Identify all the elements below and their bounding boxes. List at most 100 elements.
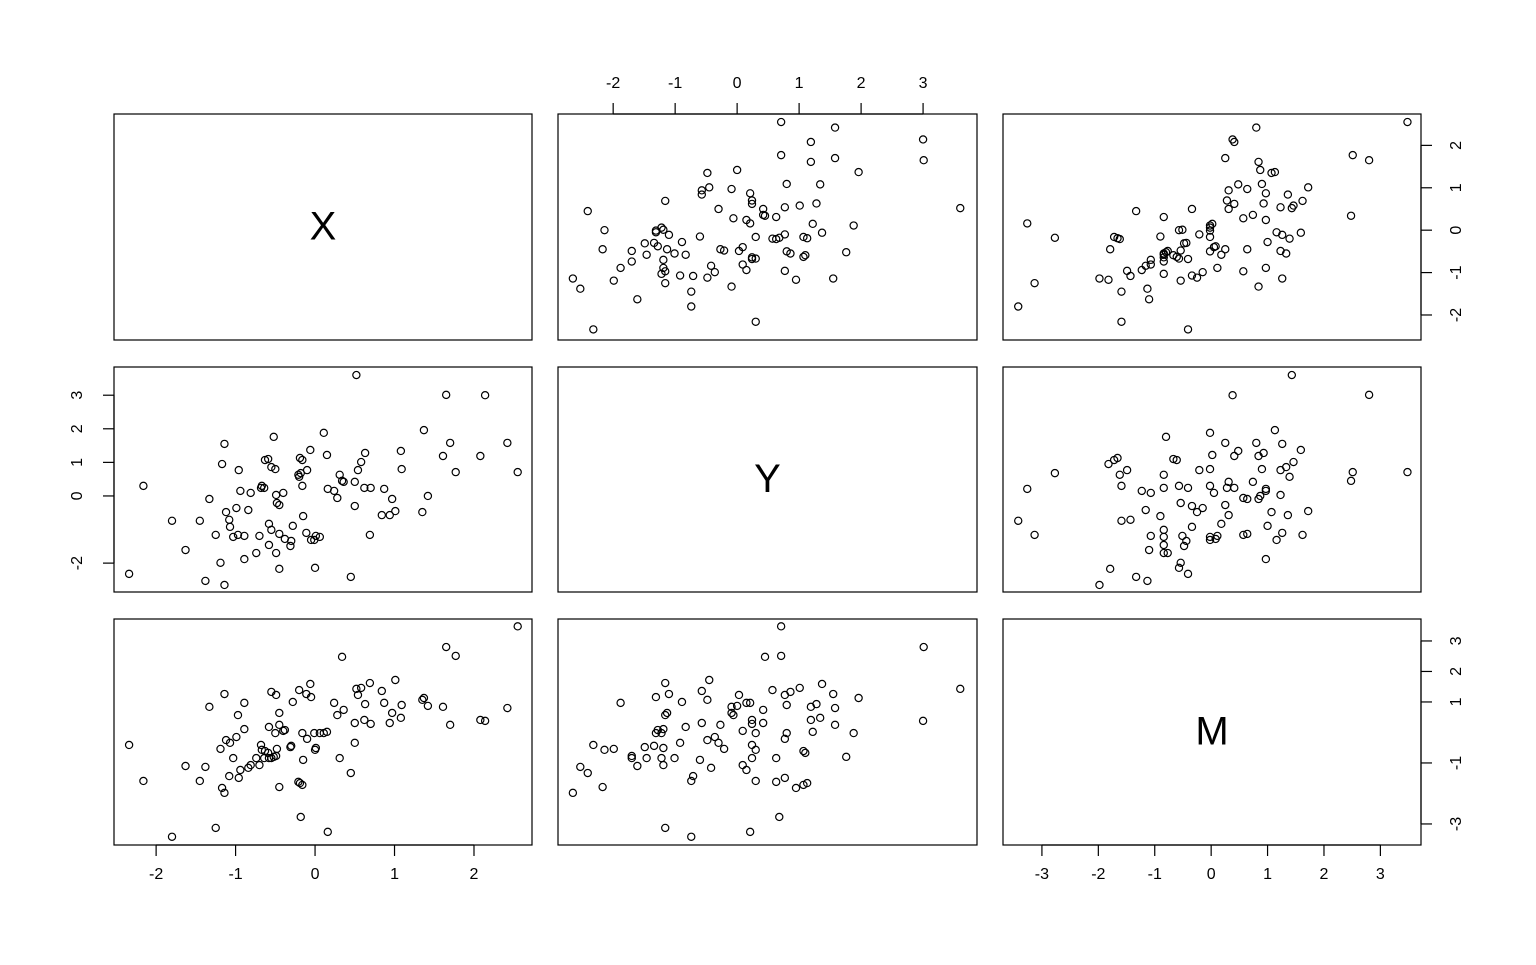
point xyxy=(1146,255,1155,265)
point xyxy=(1303,506,1313,516)
point xyxy=(729,214,738,223)
point xyxy=(1183,254,1193,264)
point xyxy=(451,467,460,477)
point xyxy=(815,180,825,189)
point xyxy=(1248,477,1258,487)
point xyxy=(275,782,284,792)
point xyxy=(799,232,808,242)
point xyxy=(1296,445,1306,455)
point xyxy=(225,771,234,781)
point xyxy=(267,525,276,535)
point xyxy=(687,776,696,786)
point xyxy=(1159,525,1168,535)
point xyxy=(236,486,245,496)
point xyxy=(1187,271,1197,280)
point xyxy=(716,720,725,730)
point xyxy=(1131,572,1141,582)
point xyxy=(1221,438,1230,448)
point xyxy=(751,745,760,755)
point xyxy=(956,203,965,213)
point xyxy=(1159,269,1168,279)
point xyxy=(418,507,427,517)
point xyxy=(360,448,370,458)
point xyxy=(670,249,679,258)
point xyxy=(747,753,757,763)
x-tick-label: 3 xyxy=(919,75,928,92)
point xyxy=(295,453,305,463)
point xyxy=(1163,246,1172,256)
point xyxy=(225,515,234,524)
point xyxy=(124,740,134,750)
point xyxy=(1117,287,1126,296)
point xyxy=(919,156,928,165)
point xyxy=(167,516,177,526)
point xyxy=(476,451,485,461)
point xyxy=(616,698,625,708)
point xyxy=(244,505,253,515)
point xyxy=(768,685,777,695)
point xyxy=(801,748,810,758)
point xyxy=(167,832,177,841)
point xyxy=(1272,535,1281,545)
point xyxy=(366,483,375,493)
point xyxy=(1243,245,1252,254)
point xyxy=(808,219,817,229)
point xyxy=(799,252,808,262)
panel-frame xyxy=(113,113,533,341)
point xyxy=(397,464,406,474)
point xyxy=(211,823,220,833)
point xyxy=(661,823,670,833)
point xyxy=(782,728,791,738)
point xyxy=(287,536,296,546)
point xyxy=(1195,230,1204,239)
point xyxy=(1348,467,1357,477)
point xyxy=(1050,468,1060,478)
point xyxy=(1228,135,1237,144)
point xyxy=(423,491,433,501)
point xyxy=(201,576,210,586)
point xyxy=(918,135,928,144)
point xyxy=(445,720,455,730)
point xyxy=(302,734,312,744)
point xyxy=(710,732,720,742)
point xyxy=(812,199,821,208)
point xyxy=(583,206,592,216)
point xyxy=(609,276,618,285)
point xyxy=(664,230,674,240)
point xyxy=(780,773,790,783)
point xyxy=(302,528,311,538)
y-tick-label: -1 xyxy=(1448,265,1465,279)
point xyxy=(1222,483,1232,493)
point xyxy=(356,683,366,693)
point xyxy=(697,190,706,199)
point xyxy=(732,701,742,711)
point xyxy=(1195,465,1204,475)
point xyxy=(738,260,747,269)
panel-frame xyxy=(557,618,978,846)
point xyxy=(1205,532,1215,542)
point xyxy=(257,481,267,491)
point xyxy=(1346,476,1356,486)
panel-frame xyxy=(1002,366,1422,593)
point xyxy=(1221,245,1230,254)
point xyxy=(240,531,249,541)
point xyxy=(1261,215,1271,225)
point xyxy=(1278,439,1287,449)
point xyxy=(275,720,284,730)
point xyxy=(919,642,928,652)
point xyxy=(287,741,296,751)
point xyxy=(1261,189,1271,198)
point xyxy=(719,744,729,754)
point xyxy=(616,263,625,273)
point xyxy=(315,532,325,542)
point xyxy=(329,486,339,496)
point xyxy=(727,184,736,194)
point xyxy=(568,274,578,283)
y-tick-label: 1 xyxy=(69,458,86,467)
point xyxy=(1161,432,1171,442)
point xyxy=(1014,302,1023,311)
point xyxy=(1117,516,1126,526)
point xyxy=(264,722,274,732)
point xyxy=(687,832,696,841)
point xyxy=(1239,214,1248,223)
